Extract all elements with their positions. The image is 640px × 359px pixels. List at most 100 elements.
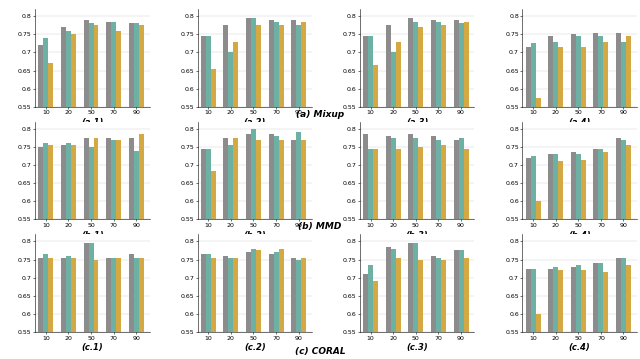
Bar [593, 149, 598, 359]
Bar [571, 34, 576, 306]
Bar [111, 140, 116, 359]
X-axis label: (c.4): (c.4) [569, 343, 591, 352]
Bar [116, 258, 121, 359]
Bar [48, 64, 53, 306]
Bar [373, 65, 378, 306]
Bar [621, 140, 626, 359]
Bar [391, 249, 396, 359]
Bar [139, 134, 144, 359]
Bar [84, 243, 88, 359]
Bar [116, 31, 121, 306]
Bar [301, 258, 306, 359]
Bar [205, 36, 211, 306]
Bar [386, 247, 391, 359]
Bar [278, 140, 284, 359]
Bar [580, 47, 586, 306]
Bar [228, 52, 234, 306]
Bar [256, 25, 261, 306]
Bar [368, 149, 373, 359]
Bar [246, 252, 251, 359]
Bar [431, 136, 436, 359]
Text: (c) CORAL: (c) CORAL [294, 347, 346, 356]
Bar [580, 160, 586, 359]
Bar [134, 150, 139, 359]
Bar [48, 258, 53, 359]
Bar [373, 149, 378, 359]
Bar [71, 145, 76, 359]
X-axis label: (a.2): (a.2) [244, 118, 266, 127]
Bar [436, 140, 441, 359]
Bar [84, 20, 88, 306]
Bar [273, 136, 278, 359]
Bar [386, 25, 391, 306]
Bar [93, 260, 99, 359]
Bar [396, 149, 401, 359]
X-axis label: (c.3): (c.3) [406, 343, 428, 352]
Bar [129, 23, 134, 306]
Bar [368, 36, 373, 306]
Bar [66, 31, 71, 306]
Bar [106, 138, 111, 359]
X-axis label: (b.4): (b.4) [568, 231, 591, 240]
Bar [525, 269, 531, 359]
Bar [251, 249, 256, 359]
Bar [256, 140, 261, 359]
Bar [211, 171, 216, 359]
Bar [391, 52, 396, 306]
X-axis label: (b.2): (b.2) [243, 231, 266, 240]
Bar [111, 22, 116, 306]
Bar [246, 134, 251, 359]
Bar [88, 243, 93, 359]
Bar [134, 258, 139, 359]
Bar [273, 22, 278, 306]
Bar [571, 152, 576, 359]
Bar [598, 263, 604, 359]
Bar [251, 129, 256, 359]
Bar [44, 143, 48, 359]
Bar [106, 258, 111, 359]
Bar [93, 138, 99, 359]
Bar [116, 140, 121, 359]
Bar [296, 260, 301, 359]
Bar [558, 47, 563, 306]
Bar [205, 149, 211, 359]
Bar [71, 34, 76, 306]
Bar [368, 265, 373, 359]
Bar [296, 25, 301, 306]
Bar [593, 33, 598, 306]
Bar [134, 23, 139, 306]
Bar [88, 147, 93, 359]
Text: (b) MMD: (b) MMD [298, 222, 342, 231]
Bar [459, 23, 463, 306]
Bar [408, 243, 413, 359]
Bar [211, 69, 216, 306]
Bar [269, 254, 273, 359]
X-axis label: (c.1): (c.1) [81, 343, 103, 352]
Bar [536, 201, 541, 359]
Bar [413, 22, 419, 306]
Bar [621, 258, 626, 359]
Bar [408, 134, 413, 359]
Bar [48, 145, 53, 359]
Bar [454, 251, 459, 359]
Bar [278, 25, 284, 306]
Bar [571, 267, 576, 359]
X-axis label: (a.3): (a.3) [406, 118, 428, 127]
Bar [553, 42, 558, 306]
Bar [431, 256, 436, 359]
Bar [441, 25, 446, 306]
X-axis label: (c.2): (c.2) [244, 343, 266, 352]
Bar [459, 251, 463, 359]
Bar [246, 18, 251, 306]
Bar [413, 243, 419, 359]
Bar [454, 140, 459, 359]
Bar [626, 36, 631, 306]
Bar [459, 138, 463, 359]
Text: (a) Mixup: (a) Mixup [296, 110, 344, 119]
Bar [291, 258, 296, 359]
Bar [408, 18, 413, 306]
Bar [386, 136, 391, 359]
X-axis label: (b.3): (b.3) [406, 231, 429, 240]
Bar [525, 158, 531, 359]
Bar [558, 162, 563, 359]
